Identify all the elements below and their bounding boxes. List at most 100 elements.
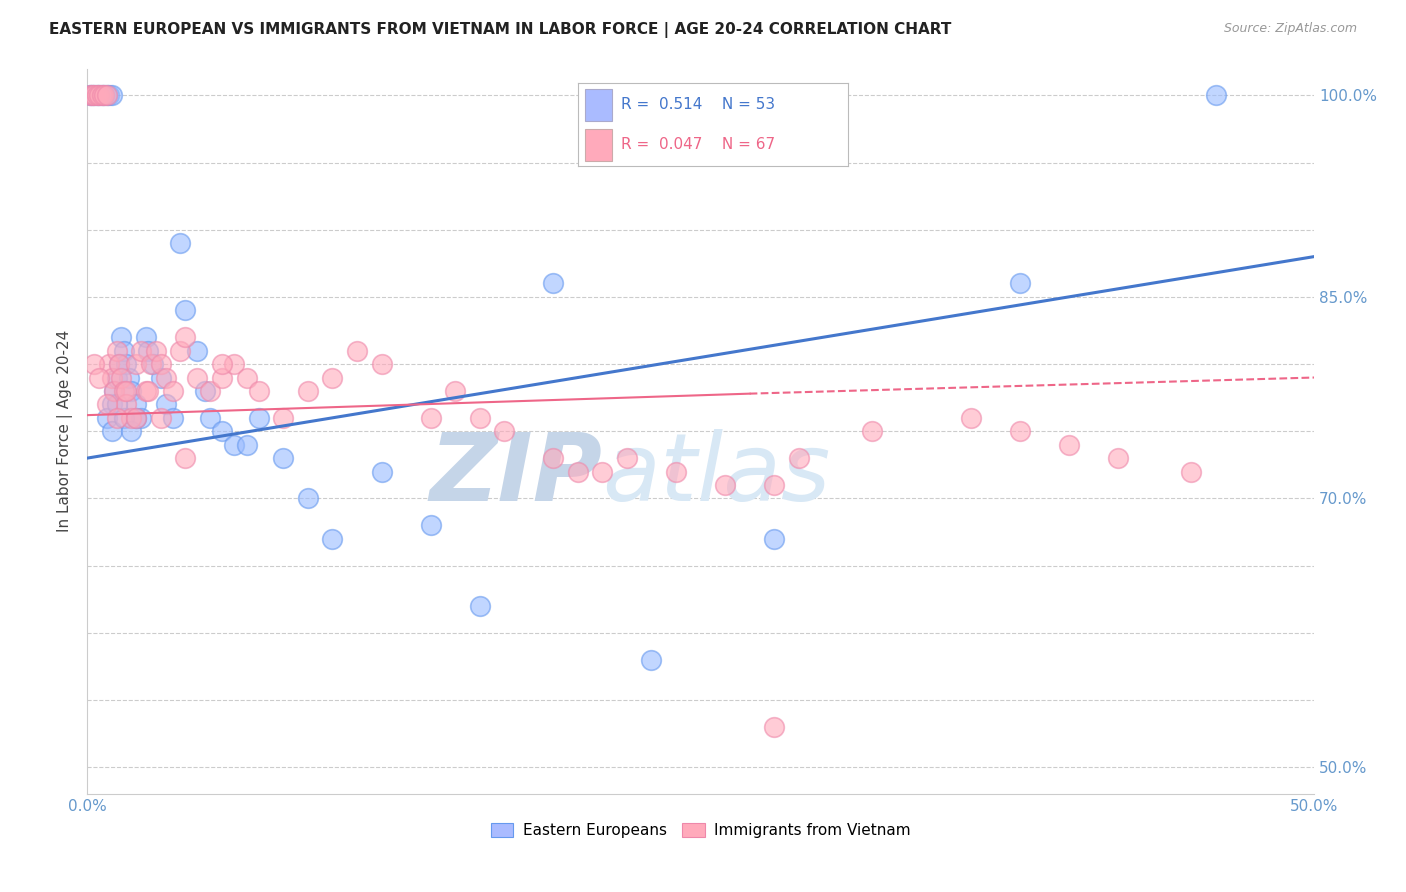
Point — [129, 410, 152, 425]
Point — [105, 410, 128, 425]
Point — [640, 653, 662, 667]
Point — [1107, 451, 1129, 466]
Point — [103, 384, 125, 398]
Point — [567, 465, 589, 479]
Text: EASTERN EUROPEAN VS IMMIGRANTS FROM VIETNAM IN LABOR FORCE | AGE 20-24 CORRELATI: EASTERN EUROPEAN VS IMMIGRANTS FROM VIET… — [49, 22, 952, 38]
Point — [211, 357, 233, 371]
Point — [79, 88, 101, 103]
Point — [129, 343, 152, 358]
Point — [86, 88, 108, 103]
Point — [96, 397, 118, 411]
Point — [100, 397, 122, 411]
Point — [370, 465, 392, 479]
Point — [543, 277, 565, 291]
Point — [273, 410, 295, 425]
Point — [370, 357, 392, 371]
Point — [297, 491, 319, 506]
Point — [125, 357, 148, 371]
Point — [174, 451, 197, 466]
Point — [297, 384, 319, 398]
Point — [198, 410, 221, 425]
Point — [115, 357, 138, 371]
Point — [468, 599, 491, 613]
Point — [125, 397, 148, 411]
Point — [112, 343, 135, 358]
Point — [105, 397, 128, 411]
Point — [115, 397, 138, 411]
Point — [90, 88, 112, 103]
Point — [83, 88, 105, 103]
Point — [169, 236, 191, 251]
Point — [444, 384, 467, 398]
Point — [1057, 438, 1080, 452]
Point — [155, 370, 177, 384]
Point — [89, 88, 111, 103]
Point — [120, 384, 142, 398]
Point — [115, 384, 138, 398]
Point — [83, 88, 105, 103]
Point — [419, 410, 441, 425]
Point — [235, 438, 257, 452]
Point — [149, 357, 172, 371]
Point — [155, 397, 177, 411]
Point — [118, 370, 141, 384]
Point — [105, 370, 128, 384]
Point — [100, 424, 122, 438]
Point — [247, 410, 270, 425]
Point — [105, 343, 128, 358]
Point — [591, 465, 613, 479]
Point — [86, 88, 108, 103]
Point — [194, 384, 217, 398]
Point — [186, 343, 208, 358]
Point — [120, 410, 142, 425]
Point — [138, 343, 160, 358]
Point — [860, 424, 883, 438]
Point — [138, 384, 160, 398]
Point — [321, 532, 343, 546]
Point — [174, 303, 197, 318]
Point — [98, 88, 121, 103]
Point — [120, 424, 142, 438]
Point — [321, 370, 343, 384]
Point — [763, 478, 786, 492]
Point — [235, 370, 257, 384]
Point — [169, 343, 191, 358]
Point — [125, 410, 148, 425]
Point — [98, 357, 121, 371]
Point — [90, 88, 112, 103]
Point — [468, 410, 491, 425]
Point — [1008, 277, 1031, 291]
Point — [145, 343, 167, 358]
Point — [142, 357, 165, 371]
Point — [96, 88, 118, 103]
Point — [419, 518, 441, 533]
Point — [149, 410, 172, 425]
Point — [93, 88, 115, 103]
Point — [763, 532, 786, 546]
Point — [96, 410, 118, 425]
Text: Source: ZipAtlas.com: Source: ZipAtlas.com — [1223, 22, 1357, 36]
Text: atlas: atlas — [602, 429, 831, 520]
Point — [80, 88, 103, 103]
Point — [162, 384, 184, 398]
Point — [665, 465, 688, 479]
Point — [108, 357, 131, 371]
Point — [110, 330, 132, 344]
Point — [616, 451, 638, 466]
Point — [543, 451, 565, 466]
Point — [1008, 424, 1031, 438]
Point — [89, 88, 111, 103]
Point — [100, 370, 122, 384]
Point — [96, 88, 118, 103]
Point — [135, 384, 157, 398]
Point — [273, 451, 295, 466]
Point — [93, 88, 115, 103]
Point — [346, 343, 368, 358]
Point — [494, 424, 516, 438]
Point — [103, 384, 125, 398]
Point — [112, 410, 135, 425]
Point — [149, 370, 172, 384]
Point — [100, 88, 122, 103]
Point — [211, 370, 233, 384]
Point — [80, 88, 103, 103]
